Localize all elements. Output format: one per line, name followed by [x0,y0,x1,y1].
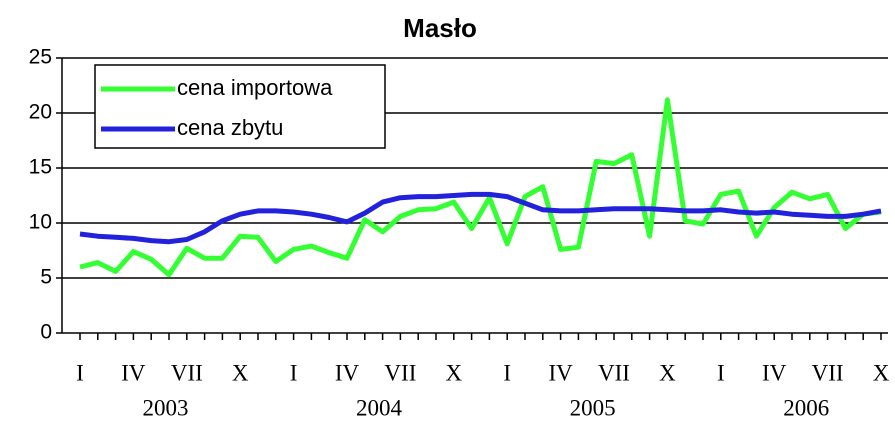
x-tick-label: I [290,360,298,385]
y-tick-label: 10 [29,211,52,234]
x-tick-label: IV [762,360,787,385]
year-label: 2006 [783,395,829,420]
chart-title: Masło [403,13,477,43]
legend-box [94,64,386,149]
x-tick-label: VII [812,360,844,385]
y-tick-label: 20 [29,101,52,124]
year-label: 2003 [142,395,188,420]
x-tick-label: IV [548,360,573,385]
x-tick-label: IV [335,360,360,385]
legend-label: cena zbytu [177,115,283,140]
x-tick-label: IV [121,360,146,385]
y-tick-label: 15 [29,156,52,179]
year-label: 2005 [570,395,616,420]
legend-label: cena importowa [177,75,333,100]
x-tick-label: VII [598,360,630,385]
x-tick-label: VII [171,360,203,385]
x-tick-label: I [503,360,511,385]
y-tick-label: 5 [40,266,52,289]
x-tick-label: X [232,360,249,385]
x-tick-label: VII [384,360,416,385]
y-tick-label: 0 [40,321,52,344]
x-tick-label: I [717,360,725,385]
y-tick-label: 25 [29,46,52,69]
series-line [79,191,882,245]
x-tick-label: X [445,360,462,385]
year-label: 2004 [356,395,403,420]
x-tick-label: X [873,360,890,385]
x-tick-label: X [659,360,676,385]
x-tick-label: I [76,360,84,385]
